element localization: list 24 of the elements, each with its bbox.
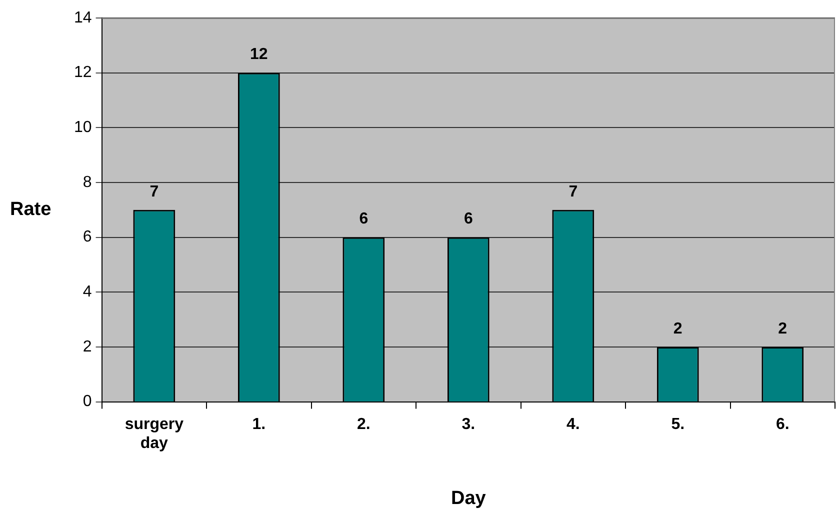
- x-axis-title: Day: [450, 488, 486, 509]
- x-tick-label: 2.: [356, 416, 370, 433]
- y-tick-label: 6: [82, 228, 92, 246]
- y-tick-label: 14: [74, 9, 92, 26]
- x-tick-label: 4.: [566, 416, 580, 433]
- y-tick-label: 4: [82, 284, 92, 301]
- y-tick-label: 12: [74, 64, 92, 82]
- y-tick-label: 10: [74, 119, 92, 136]
- y-tick-label: 2: [82, 338, 92, 356]
- y-tick-label: 0: [82, 393, 92, 410]
- data-label: 6: [464, 210, 473, 228]
- x-tick-label: 6.: [776, 416, 790, 433]
- data-label: 7: [150, 183, 159, 200]
- x-tick-label: 1.: [252, 416, 266, 433]
- data-label: 6: [359, 210, 368, 228]
- y-tick-label: 8: [82, 174, 92, 191]
- x-tick-label: 3.: [462, 416, 476, 433]
- data-label: 2: [673, 320, 682, 338]
- x-tick-label: surgery day: [124, 416, 184, 452]
- data-label: 12: [250, 46, 268, 64]
- data-label: 7: [568, 183, 578, 200]
- data-label: 2: [778, 320, 788, 338]
- x-tick-label: 5.: [671, 416, 685, 433]
- y-axis-title: Rate: [10, 199, 52, 220]
